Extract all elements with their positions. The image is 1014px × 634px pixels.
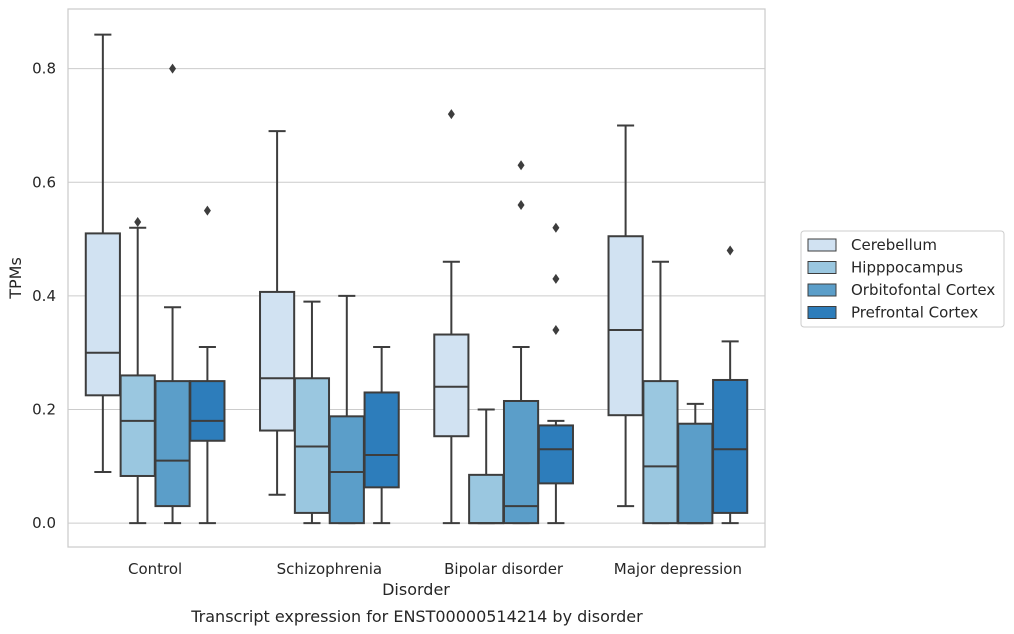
box-1-3 xyxy=(642,260,679,525)
outlier-point xyxy=(203,205,211,216)
legend-swatch xyxy=(807,283,837,297)
legend-frame xyxy=(800,230,1005,328)
box-body xyxy=(119,374,156,477)
box-0-2 xyxy=(433,109,470,525)
y-tick-label: 0.0 xyxy=(32,514,56,532)
outlier-point xyxy=(552,222,560,233)
box-0-3 xyxy=(607,124,644,508)
box-body xyxy=(154,380,191,508)
legend-label: Hipppocampus xyxy=(851,259,963,277)
box-body xyxy=(363,391,400,489)
box-body xyxy=(642,380,679,525)
box-body xyxy=(712,378,749,514)
legend: Cerebellum Hipppocampus Orbitofontal Corte… xyxy=(800,230,1005,328)
outlier-point xyxy=(517,199,525,210)
box-3-2 xyxy=(537,222,574,525)
box-body xyxy=(189,380,226,442)
box-3-3 xyxy=(712,245,749,525)
y-tick-label: 0.2 xyxy=(32,401,56,419)
plot-frame xyxy=(67,8,766,548)
box-3-1 xyxy=(363,346,400,525)
x-axis-label: Disorder xyxy=(382,580,450,599)
box-2-3 xyxy=(677,402,714,525)
box-2-2 xyxy=(502,160,540,525)
outlier-point xyxy=(169,63,177,74)
box-body xyxy=(468,473,505,525)
box-body xyxy=(433,333,470,438)
box-body xyxy=(502,399,540,525)
box-0-0 xyxy=(84,33,121,474)
box-body xyxy=(537,424,574,485)
y-tick-label: 0.6 xyxy=(32,173,56,191)
figure-caption: Transcript expression for ENST0000051421… xyxy=(190,607,643,626)
x-tick-label: Schizophrenia xyxy=(277,560,382,578)
x-tick-label: Control xyxy=(128,560,182,578)
legend-label: Cerebellum xyxy=(851,236,937,254)
legend-swatch xyxy=(807,261,837,274)
y-tick-label: 0.8 xyxy=(32,60,56,78)
box-body xyxy=(328,415,365,525)
y-tick-label: 0.4 xyxy=(32,287,56,305)
box-3-0 xyxy=(189,205,226,525)
box-1-1 xyxy=(293,300,331,525)
outlier-point xyxy=(552,273,560,284)
legend-swatch xyxy=(807,306,837,319)
y-axis-label: TPMs xyxy=(6,257,25,300)
outlier-point xyxy=(726,245,734,256)
outlier-point xyxy=(552,324,560,335)
legend-label: Orbitofontal Cortex xyxy=(851,281,995,299)
box-series xyxy=(84,33,749,525)
x-tick-labels: Control Schizophrenia Bipolar disorder Majo… xyxy=(128,560,742,578)
legend-label: Prefrontal Cortex xyxy=(851,304,978,322)
legend-swatch xyxy=(807,238,837,252)
box-1-0 xyxy=(119,217,156,525)
box-body xyxy=(259,290,296,432)
box-1-2 xyxy=(468,408,505,525)
box-2-0 xyxy=(154,63,191,525)
box-body xyxy=(84,232,121,397)
outlier-point xyxy=(447,109,455,120)
box-body xyxy=(607,235,644,417)
x-tick-label: Bipolar disorder xyxy=(444,560,564,578)
box-body xyxy=(677,422,714,525)
box-0-1 xyxy=(259,130,296,496)
outlier-point xyxy=(134,217,142,228)
y-tick-labels: 0.0 0.2 0.4 0.6 0.8 xyxy=(32,60,56,532)
outlier-point xyxy=(517,160,525,171)
x-tick-label: Major depression xyxy=(614,560,742,578)
